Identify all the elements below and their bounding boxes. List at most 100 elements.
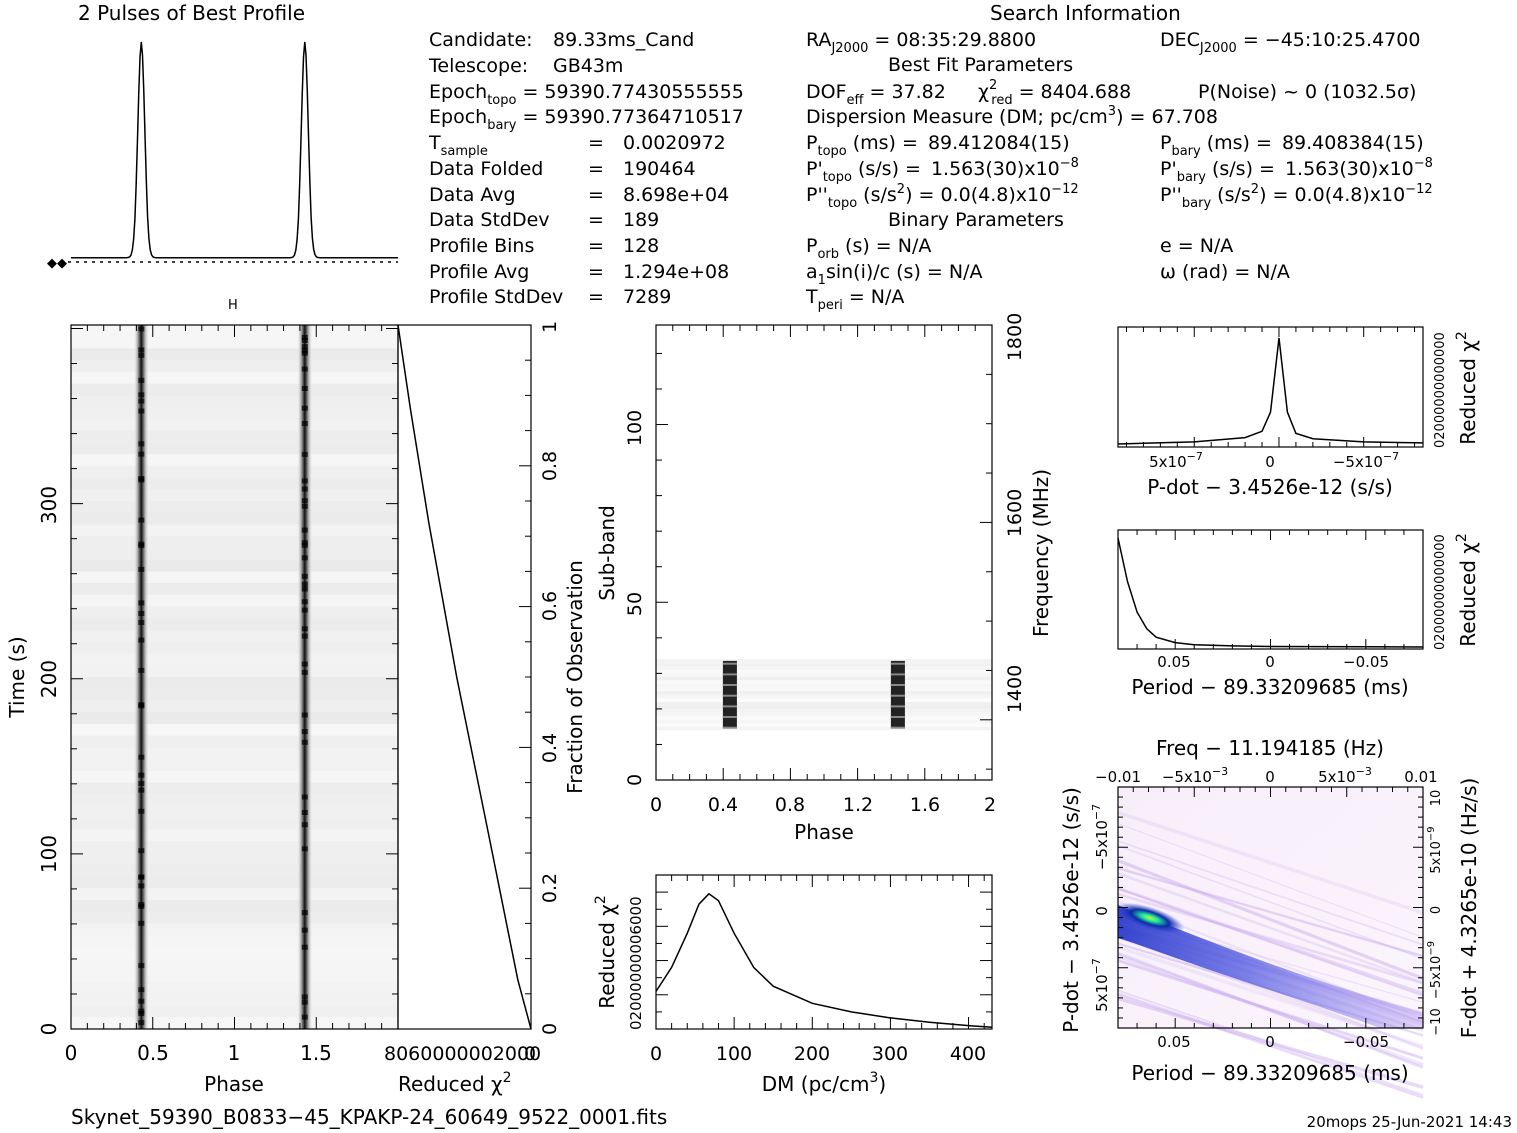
dm-xtick-2: 200 (794, 1043, 830, 1065)
dec-value: DECJ2000 = −45:10:25.4700 (1160, 29, 1420, 56)
pp-title: Freq − 11.194185 (Hz) (1156, 736, 1384, 760)
time-phase-row (71, 677, 398, 689)
chi-fraction-xlabel: Reduced χ2 (398, 1070, 512, 1096)
time-phase-row (71, 594, 398, 607)
time-phase-pulse-speck (138, 347, 145, 353)
pp-streak (1117, 844, 1424, 960)
time-phase-row (71, 653, 398, 666)
time-phase-row (71, 700, 398, 713)
time-phase-pulse-speck (301, 729, 308, 735)
time-phase-row (71, 348, 398, 361)
pp-ytick-0: −5x10−7 (1090, 804, 1111, 870)
time-phase-pulse-speck (301, 527, 308, 533)
profile-legend: ◆◆ (47, 256, 67, 271)
tsample-label: Tsample (428, 132, 488, 159)
time-phase-pulse-speck (301, 503, 308, 509)
time-phase-pulse-speck (301, 478, 308, 484)
period-xtick-1: 0 (1265, 653, 1275, 671)
pdot-bary-value: P'bary (s/s) = 1.563(30)x10−8 (1160, 156, 1433, 185)
time-phase-pulse-speck (301, 994, 308, 1000)
dm-value: Dispersion Measure (DM; pc/cm3) = 67.708 (806, 104, 1218, 128)
period-yticks: 02000000000000 (1433, 534, 1448, 650)
time-phase-row (71, 759, 398, 771)
pp-streak (1117, 859, 1424, 981)
time-phase-pulse-speck (301, 337, 308, 343)
subband-row (656, 726, 992, 731)
time-phase-pulse-speck (301, 366, 308, 372)
data-folded-eq: = (588, 158, 604, 180)
time-phase-row (71, 360, 398, 372)
time-phase-row (71, 383, 398, 396)
search-info-title: Search Information (990, 1, 1181, 25)
dm-ticks (655, 874, 992, 1030)
fraction-tick-4: 0.8 (539, 451, 561, 481)
time-phase-row (71, 477, 398, 490)
pp-streak (1117, 822, 1424, 939)
subband-row (656, 673, 992, 677)
dm-curve (655, 892, 993, 1029)
time-phase-pulse-speck (138, 326, 145, 332)
frequency-tick-2: 1800 (1004, 313, 1026, 361)
subband-row (656, 662, 992, 667)
pp-ridge (1118, 905, 1423, 1028)
time-phase-row (71, 935, 398, 947)
time-phase-pulse-speck (301, 607, 308, 613)
subband-xtick-4: 1.6 (910, 794, 940, 816)
pdot-topo-value: P'topo (s/s) = 1.563(30)x10−8 (806, 156, 1079, 185)
pp-streak (1117, 996, 1424, 1090)
pp-streak (1117, 810, 1424, 915)
period-pdot-panel: Freq − 11.194185 (Hz) −0.01 −5x10−3 0 5x… (1059, 736, 1481, 1099)
time-phase-row (71, 454, 398, 466)
time-phase-xtick-0: 0 (65, 1041, 78, 1065)
time-phase-row (71, 665, 398, 678)
period-curve (1117, 537, 1424, 648)
profile-bins-label: Profile Bins (429, 235, 534, 257)
time-phase-row (71, 970, 398, 983)
time-phase-pulse-speck (138, 703, 145, 709)
pdot-panel: 5x10−7 0 −5x10−7 P-dot − 3.4526e-12 (s/s… (1117, 326, 1480, 499)
pdot-xtick-2: −5x10−7 (1333, 450, 1399, 471)
profile-title: 2 Pulses of Best Profile (78, 1, 305, 25)
subband-panel: 0 0.4 0.8 1.2 1.6 2 Phase 0 50 100 Sub-b… (595, 313, 1053, 844)
data-folded-value: 190464 (623, 158, 696, 180)
time-phase-pulse-speck (301, 555, 308, 561)
subband-row (656, 691, 992, 695)
footer-stamp: 20mops 25-Jun-2021 14:43 (1307, 1113, 1512, 1131)
time-phase-row (71, 536, 398, 548)
subband-pulse-gap (722, 726, 737, 729)
data-avg-label: Data Avg (429, 184, 516, 206)
data-avg-value: 8.698e+04 (623, 184, 729, 206)
subband-pulse (722, 660, 737, 729)
time-phase-row (71, 806, 398, 818)
time-phase-row (71, 923, 398, 936)
time-phase-pulse-speck (301, 712, 308, 718)
time-phase-row (71, 606, 398, 619)
time-phase-row (71, 712, 398, 724)
fraction-tick-0: 0 (539, 1023, 561, 1035)
time-phase-pulse-speck (138, 787, 145, 793)
a1-value: a1sin(i)/c (s) = N/A (806, 261, 982, 288)
frequency-tick-0: 1400 (1004, 665, 1026, 713)
subband-ytick-2: 100 (624, 410, 646, 446)
pp-streak (1117, 945, 1424, 1048)
dof-value: DOFeff = 37.82 (806, 81, 946, 108)
candidate-info: Candidate: 89.33ms_Cand Telescope: GB43m… (428, 29, 744, 308)
fraction-tick-1: 0.2 (539, 873, 561, 903)
time-phase-pulse-speck (138, 963, 145, 969)
time-phase-row (71, 618, 398, 631)
time-phase-row (71, 958, 398, 971)
time-phase-pulse-speck (301, 999, 308, 1005)
dm-frame (655, 874, 993, 1030)
time-phase-row (71, 853, 398, 865)
time-phase-row (71, 501, 398, 513)
time-phase-pulse-speck (138, 543, 145, 549)
subband-xtick-1: 0.4 (708, 794, 738, 816)
time-phase-ytick-3: 300 (37, 486, 61, 524)
time-phase-pulse-speck (138, 808, 145, 814)
pdot-xtick-1: 0 (1265, 453, 1275, 471)
time-phase-row (71, 407, 398, 419)
subband-pulse (890, 660, 905, 729)
pp-streak (1117, 989, 1424, 1096)
time-phase-pulse-speck (138, 781, 145, 786)
time-phase-pulse (133, 325, 150, 1029)
